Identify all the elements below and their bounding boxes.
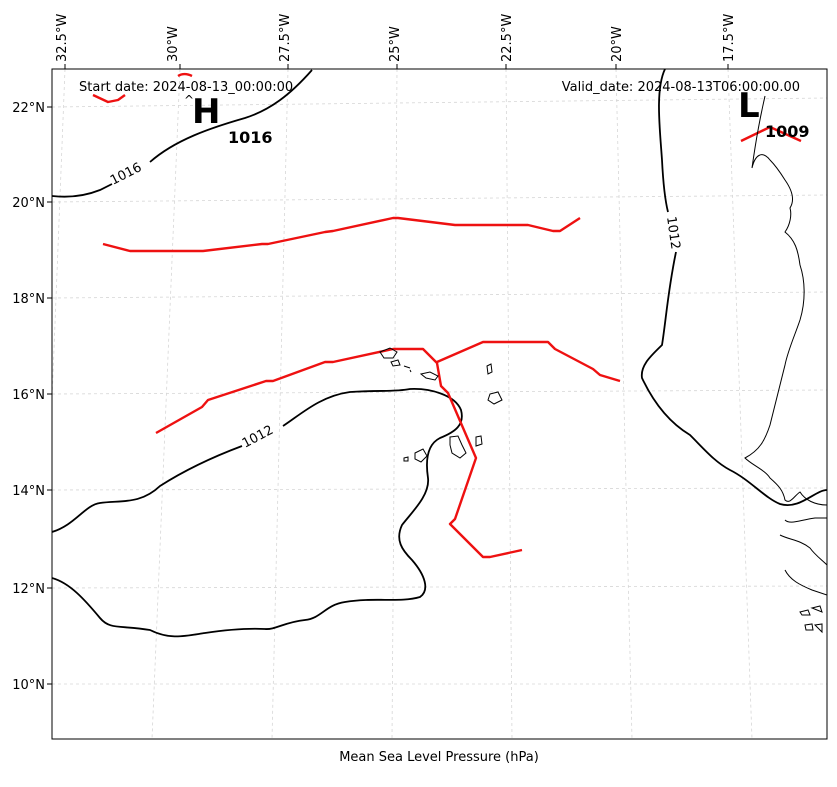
isobar-1012-inner — [52, 388, 463, 638]
start-date-label: Start date: 2024-08-13_00:00:00 — [79, 80, 293, 95]
high-pressure-marker: ^ — [184, 93, 194, 107]
isobar-label-1016: 1016 — [108, 160, 144, 188]
latitude-labels: 22°N 20°N 18°N 16°N 14°N 12°N 10°N — [12, 101, 45, 693]
isobar-1012-east — [640, 69, 827, 507]
lon-label: 32.5°W — [55, 14, 70, 62]
lat-label: 14°N — [12, 484, 45, 499]
island-sao-vicente — [390, 359, 401, 367]
africa-coast-south — [779, 517, 827, 596]
isobar-label-1012-east: 1012 — [663, 215, 682, 250]
map-caption: Mean Sea Level Pressure (hPa) — [339, 750, 539, 765]
isobars — [52, 69, 827, 638]
trough-high-frag — [92, 72, 193, 104]
lat-label: 20°N — [12, 196, 45, 211]
lon-label: 25°W — [388, 26, 403, 62]
graticule — [52, 69, 827, 739]
lon-label: 22.5°W — [500, 14, 515, 62]
bijagos — [799, 605, 823, 634]
isobar-1016-west — [52, 69, 313, 198]
high-pressure-symbol: H — [192, 92, 220, 132]
island-brava — [403, 456, 409, 462]
lat-label: 16°N — [12, 388, 45, 403]
trough-north — [102, 216, 581, 253]
lon-label: 20°W — [610, 26, 625, 62]
map-frame — [51, 68, 828, 740]
trough-middle — [155, 347, 523, 559]
island-maio — [475, 435, 483, 447]
lat-label: 12°N — [12, 582, 45, 597]
island-boa-vista — [487, 391, 503, 405]
trough-low — [740, 125, 802, 143]
island-santo-antao — [379, 347, 398, 359]
high-pressure-value: 1016 — [228, 128, 273, 147]
low-pressure-value: 1009 — [765, 122, 810, 141]
valid-date-label: Valid_date: 2024-08-13T06:00:00.00 — [562, 80, 800, 95]
longitude-labels: 32.5°W 30°W 27.5°W 25°W 22.5°W 20°W 17.5… — [55, 14, 737, 62]
island-sal — [486, 363, 493, 375]
africa-coast — [744, 95, 827, 506]
lat-label: 22°N — [12, 101, 45, 116]
coastlines — [379, 95, 827, 634]
trough-middle-east — [436, 340, 621, 383]
lon-label: 30°W — [166, 26, 181, 62]
lat-label: 18°N — [12, 292, 45, 307]
island-fogo — [414, 448, 428, 463]
trough-lines — [92, 72, 802, 559]
lon-label: 17.5°W — [722, 14, 737, 62]
lon-label: 27.5°W — [278, 14, 293, 62]
low-pressure-symbol: L — [738, 86, 760, 126]
lat-label: 10°N — [12, 678, 45, 693]
island-santiago — [449, 435, 467, 459]
island-santa-luzia — [403, 365, 412, 373]
island-sao-nicolau — [419, 371, 439, 381]
ticks — [47, 64, 729, 685]
isobar-label-1012-west: 1012 — [240, 423, 276, 452]
